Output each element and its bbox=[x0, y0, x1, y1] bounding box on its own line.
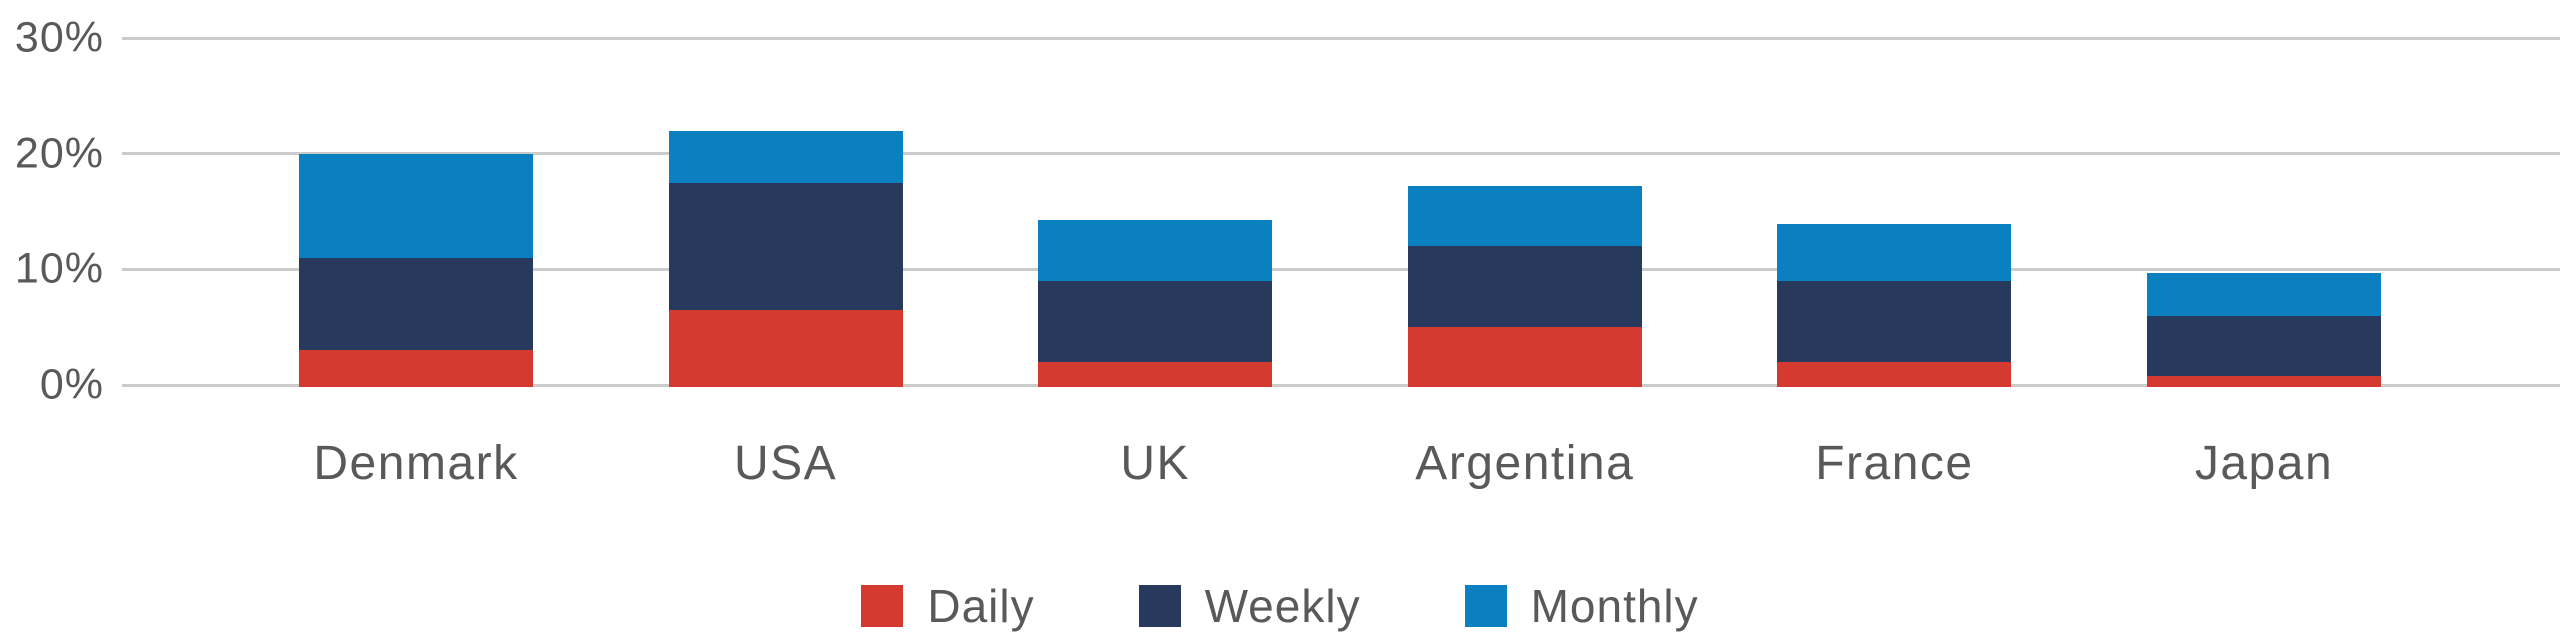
bar-segment-daily-japan bbox=[2147, 375, 2381, 387]
bar-segment-monthly-japan bbox=[2147, 272, 2381, 316]
chart-legend: Daily Weekly Monthly bbox=[0, 583, 2560, 629]
bar-segment-daily-uk bbox=[1038, 361, 1273, 387]
bar-segment-monthly-uk bbox=[1038, 219, 1273, 281]
bar-segment-weekly-japan bbox=[2147, 315, 2381, 376]
legend-swatch-monthly bbox=[1464, 585, 1507, 627]
x-axis-label-france: France bbox=[1815, 437, 1974, 490]
legend-swatch-weekly bbox=[1138, 585, 1181, 627]
x-axis-label-argentina: Argentina bbox=[1415, 437, 1635, 490]
bar-segment-monthly-denmark bbox=[299, 153, 533, 258]
bar-segment-weekly-denmark bbox=[299, 257, 533, 351]
x-axis-label-japan: Japan bbox=[2194, 437, 2334, 490]
legend-label-weekly: Weekly bbox=[1204, 580, 1361, 632]
bar-segment-weekly-argentina bbox=[1407, 246, 1642, 328]
bar-segment-weekly-france bbox=[1777, 280, 2012, 362]
gridline-20% bbox=[122, 152, 2560, 156]
x-axis-label-usa: USA bbox=[733, 437, 838, 490]
legend-label-monthly: Monthly bbox=[1530, 580, 1699, 632]
y-axis-tick-label: 0% bbox=[39, 360, 104, 409]
legend-item-monthly: Monthly bbox=[1464, 580, 1699, 632]
legend-item-weekly: Weekly bbox=[1138, 580, 1361, 632]
bar-segment-monthly-argentina bbox=[1407, 186, 1642, 247]
gridline-30% bbox=[122, 36, 2560, 40]
x-axis-label-denmark: Denmark bbox=[313, 437, 519, 490]
bar-segment-monthly-france bbox=[1777, 224, 2012, 281]
gridline-10% bbox=[122, 267, 2560, 271]
gridline-0% bbox=[122, 383, 2560, 387]
bar-segment-weekly-usa bbox=[668, 182, 903, 310]
legend-label-daily: Daily bbox=[927, 580, 1035, 632]
bar-segment-daily-denmark bbox=[299, 350, 533, 387]
bar-segment-daily-argentina bbox=[1407, 327, 1642, 387]
y-axis-tick-label: 30% bbox=[14, 13, 104, 62]
bar-segment-monthly-usa bbox=[668, 130, 903, 183]
legend-item-daily: Daily bbox=[861, 583, 1034, 629]
legend-swatch-daily bbox=[861, 585, 904, 627]
bar-segment-daily-usa bbox=[668, 309, 903, 387]
x-axis-label-uk: UK bbox=[1120, 437, 1191, 490]
y-axis-tick-label: 10% bbox=[14, 244, 104, 293]
bar-segment-weekly-uk bbox=[1038, 280, 1273, 362]
bar-segment-daily-france bbox=[1777, 361, 2012, 387]
y-axis-tick-label: 20% bbox=[14, 129, 104, 178]
